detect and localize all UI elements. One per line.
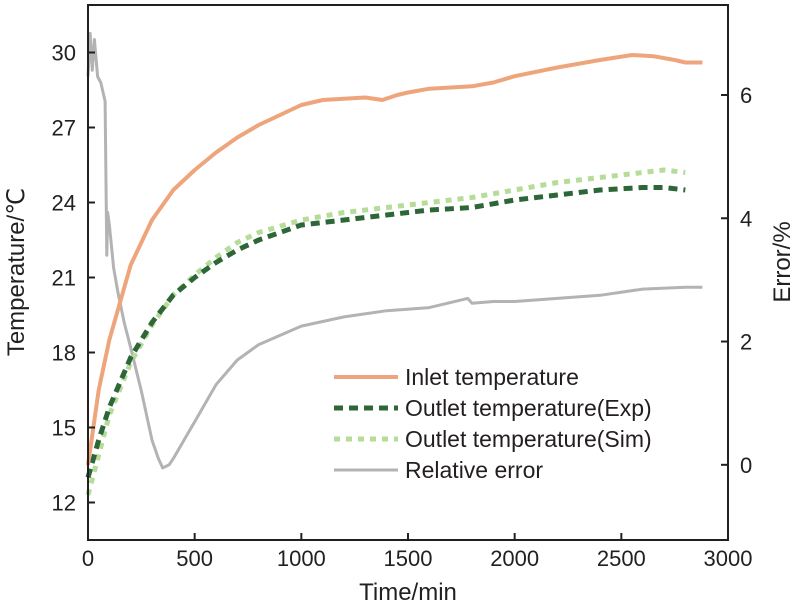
- y-tick-label: 15: [52, 416, 76, 441]
- y2-tick-label: 6: [740, 83, 752, 108]
- x-tick-label: 3000: [704, 546, 753, 571]
- y2-tick-label: 4: [740, 206, 752, 231]
- x-tick-label: 0: [82, 546, 94, 571]
- series-line-0: [86, 53, 703, 466]
- y-tick-label: 21: [52, 266, 76, 291]
- x-tick-label: 2000: [490, 546, 539, 571]
- legend-label-2: Outlet temperature(Sim): [405, 426, 652, 452]
- y2-tick-label: 0: [740, 453, 752, 478]
- series-line-3: [86, 31, 703, 470]
- x-tick-label: 1500: [384, 546, 433, 571]
- x-axis-label: Time/min: [359, 579, 457, 606]
- y-axis-label: Temperature/℃: [3, 188, 30, 356]
- y-tick-label: 24: [52, 191, 76, 216]
- legend: Inlet temperature Outlet temperature(Exp)…: [334, 364, 652, 483]
- legend-label-0: Inlet temperature: [405, 364, 579, 390]
- x-tick-label: 2500: [597, 546, 646, 571]
- x-tick-label: 1000: [277, 546, 326, 571]
- y2-tick-label: 2: [740, 330, 752, 355]
- axis-ticks: 0 500 1000 1500 2000 2500 30001215182124273002…: [52, 41, 753, 572]
- x-tick-label: 500: [176, 546, 213, 571]
- plot-series: [85, 31, 703, 496]
- series-line-2: [85, 167, 686, 496]
- y-tick-label: 30: [52, 41, 76, 66]
- y-tick-label: 27: [52, 116, 76, 141]
- legend-label-1: Outlet temperature(Exp): [405, 395, 652, 421]
- y-tick-label: 12: [52, 491, 76, 516]
- y-tick-label: 18: [52, 341, 76, 366]
- legend-label-3: Relative error: [405, 457, 543, 483]
- y2-axis-label: Error/%: [769, 221, 796, 302]
